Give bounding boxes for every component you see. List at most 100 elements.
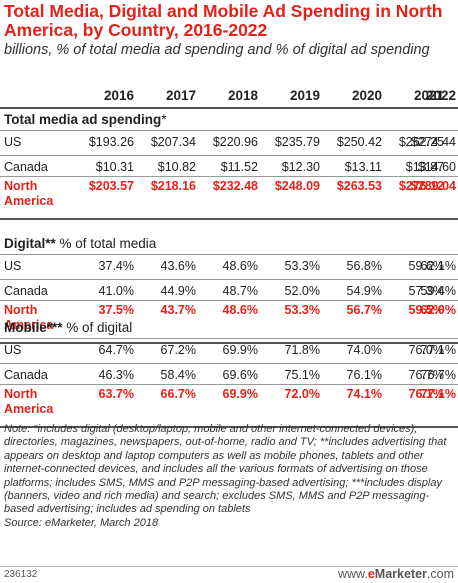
table-cell: 74.1% <box>346 387 382 401</box>
table-cell: $10.31 <box>95 160 134 174</box>
table-cell: 71.8% <box>284 343 320 357</box>
section-heading: Total media ad spending* <box>4 112 167 127</box>
table-cell: $10.82 <box>157 160 196 174</box>
section-heading-unit: * <box>161 112 167 127</box>
year-header: 2021 <box>413 88 444 103</box>
table-cell: 67.2% <box>160 343 196 357</box>
table-cell: $289.04 <box>410 179 456 193</box>
table-cell: 76.1% <box>408 387 444 401</box>
table-row: Canada 41.0% 44.9% 48.7% 52.0% 54.9% 57.3% 59.4… <box>0 279 458 300</box>
table-cell: 66.7% <box>160 387 196 401</box>
row-rule <box>0 254 458 255</box>
table-cell: $262.25 <box>398 135 444 149</box>
year-header: 2022 <box>425 88 456 103</box>
table-cell: 69.6% <box>222 368 258 382</box>
table-cell: $203.57 <box>88 179 134 193</box>
table-cell: $274.44 <box>410 135 456 149</box>
table-cell: 56.7% <box>346 303 382 317</box>
brand-name: Marketer <box>374 567 427 581</box>
row-rule <box>0 130 458 131</box>
row-label: North America <box>4 387 54 416</box>
row-rule <box>0 363 458 364</box>
section-heading-label: Total media ad spending <box>4 112 162 127</box>
row-rule <box>0 384 458 385</box>
table-cell: $263.53 <box>336 179 382 193</box>
note-text: Note: *includes digital (desktop/laptop,… <box>4 423 447 516</box>
table-row: US 64.7% 67.2% 69.9% 71.8% 74.0% 76.0% 77.1% <box>0 338 458 362</box>
row-rule <box>0 279 458 280</box>
table-cell: 43.7% <box>160 303 196 317</box>
row-rule <box>0 155 458 156</box>
table-row: North America $203.57 $218.16 $232.48 $248.0… <box>0 176 458 216</box>
row-rule <box>0 176 458 177</box>
table-cell: 69.9% <box>222 343 258 357</box>
brand-prefix: www. <box>337 567 368 581</box>
table-row: North America 37.5% 43.7% 48.6% 53.3% 56.7% 59… <box>0 300 458 340</box>
table-cell: 63.7% <box>98 387 134 401</box>
row-rule <box>0 338 458 339</box>
year-header: 2020 <box>351 88 382 103</box>
year-header-row: 2016 2017 2018 2019 2020 2021 2022 <box>0 86 458 106</box>
chart-subtitle: billions, % of total media ad spending a… <box>4 42 430 58</box>
year-header: 2016 <box>103 88 134 103</box>
table-cell: $13.87 <box>405 160 444 174</box>
section-heading-label: Digital** <box>4 236 56 251</box>
table-cell: $11.52 <box>220 160 258 174</box>
table-cell: 75.1% <box>284 368 320 382</box>
table-cell: $12.30 <box>281 160 320 174</box>
row-label: US <box>4 135 22 149</box>
year-header: 2017 <box>165 88 196 103</box>
section-heading-unit: % of total media <box>55 236 157 251</box>
table-cell: $13.11 <box>344 160 382 174</box>
brand-e: e <box>367 567 375 581</box>
table-row: US 37.4% 43.6% 48.6% 53.3% 56.8% 59.6% 62.1% <box>0 254 458 278</box>
row-rule <box>0 300 458 301</box>
table-cell: $14.60 <box>417 160 456 174</box>
brand-suffix: .com <box>426 567 454 581</box>
table-cell: 48.6% <box>222 259 258 273</box>
table-cell: 76.1% <box>346 368 382 382</box>
table-cell: 59.6% <box>408 259 444 273</box>
table-cell: 52.0% <box>284 284 320 298</box>
table-cell: 44.9% <box>160 284 196 298</box>
table-cell: $248.09 <box>274 179 320 193</box>
row-rule <box>0 218 458 220</box>
year-header: 2019 <box>289 88 320 103</box>
table-cell: 72.0% <box>284 387 320 401</box>
row-label: Canada <box>4 284 48 298</box>
table-cell: 76.7% <box>420 368 456 382</box>
source-text: Source: eMarketer, March 2018 <box>4 516 159 529</box>
table-cell: $235.79 <box>274 135 320 149</box>
table-cell: $250.42 <box>336 135 382 149</box>
table-row: Canada 46.3% 58.4% 69.6% 75.1% 76.1% 76.7% 76.7… <box>0 363 458 384</box>
row-label: US <box>4 259 22 273</box>
row-label: North America <box>4 303 54 332</box>
table-cell: $207.34 <box>150 135 196 149</box>
section-heading-unit: % of digital <box>62 320 133 335</box>
table-cell: 48.6% <box>222 303 258 317</box>
chart-title: Total Media, Digital and Mobile Ad Spend… <box>4 1 443 40</box>
table-cell: $193.26 <box>88 135 134 149</box>
footer: 236132 www.eMarketer.com <box>0 567 458 583</box>
table-cell: 74.0% <box>346 343 382 357</box>
section-heading: Digital** % of total media <box>4 236 156 251</box>
emarketer-logo[interactable]: www.eMarketer.com <box>338 567 454 581</box>
table-row: North America 63.7% 66.7% 69.9% 72.0% 74.1% 76… <box>0 384 458 424</box>
table-cell: 77.1% <box>420 343 456 357</box>
table-row: US $193.26 $207.34 $220.96 $235.79 $250.42 $26… <box>0 130 458 154</box>
table-cell: $276.12 <box>398 179 444 193</box>
table-cell: 54.9% <box>346 284 382 298</box>
row-rule <box>0 426 458 428</box>
table-cell: 62.0% <box>420 303 456 317</box>
footer-rule <box>0 566 458 567</box>
table-cell: 41.0% <box>98 284 134 298</box>
table-cell: 77.1% <box>420 387 456 401</box>
table-cell: 53.3% <box>284 259 320 273</box>
table-cell: 46.3% <box>98 368 134 382</box>
table-cell: 48.7% <box>222 284 258 298</box>
header-rule <box>0 107 458 109</box>
table-cell: 59.4% <box>420 284 456 298</box>
table-row: Canada $10.31 $10.82 $11.52 $12.30 $13.11 $13.… <box>0 155 458 176</box>
table-cell: 64.7% <box>98 343 134 357</box>
row-label: North America <box>4 179 54 208</box>
